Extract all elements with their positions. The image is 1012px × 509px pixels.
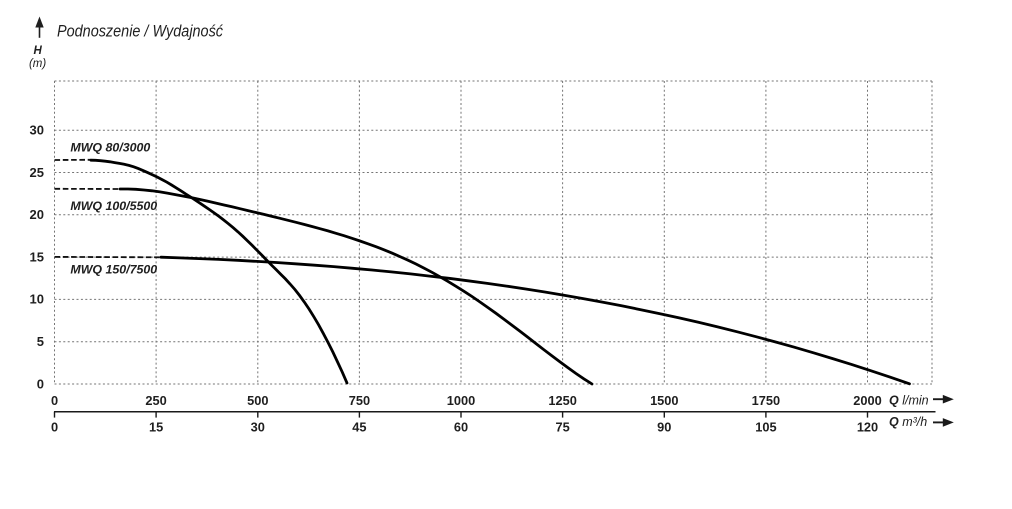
svg-text:120: 120 bbox=[857, 420, 878, 435]
svg-text:0: 0 bbox=[37, 376, 44, 391]
svg-text:1250: 1250 bbox=[548, 393, 576, 408]
svg-text:20: 20 bbox=[30, 207, 44, 222]
svg-text:0: 0 bbox=[51, 420, 58, 435]
svg-text:1500: 1500 bbox=[650, 393, 678, 408]
svg-text:60: 60 bbox=[454, 420, 468, 435]
svg-text:30: 30 bbox=[30, 123, 44, 138]
svg-text:5: 5 bbox=[37, 334, 44, 349]
svg-text:Q m³/h: Q m³/h bbox=[889, 415, 927, 429]
svg-text:H: H bbox=[33, 45, 42, 57]
svg-text:2000: 2000 bbox=[853, 393, 881, 408]
svg-text:105: 105 bbox=[755, 420, 776, 435]
svg-text:MWQ 100/5500: MWQ 100/5500 bbox=[70, 199, 157, 213]
svg-text:30: 30 bbox=[251, 420, 265, 435]
svg-text:15: 15 bbox=[30, 249, 44, 264]
svg-text:1000: 1000 bbox=[447, 393, 475, 408]
svg-text:(m): (m) bbox=[29, 58, 46, 70]
svg-text:90: 90 bbox=[657, 420, 671, 435]
svg-text:25: 25 bbox=[30, 165, 44, 180]
svg-text:15: 15 bbox=[149, 420, 163, 435]
svg-text:10: 10 bbox=[30, 292, 44, 307]
svg-text:Podnoszenie / Wydajność: Podnoszenie / Wydajność bbox=[57, 22, 223, 41]
svg-text:75: 75 bbox=[555, 420, 569, 435]
svg-text:0: 0 bbox=[51, 393, 58, 408]
svg-text:750: 750 bbox=[349, 393, 370, 408]
svg-text:Q l/min: Q l/min bbox=[889, 394, 929, 408]
svg-text:250: 250 bbox=[145, 393, 166, 408]
svg-text:45: 45 bbox=[352, 420, 366, 435]
svg-text:MWQ 80/3000: MWQ 80/3000 bbox=[70, 141, 150, 155]
svg-text:1750: 1750 bbox=[752, 393, 780, 408]
svg-text:500: 500 bbox=[247, 393, 268, 408]
svg-text:MWQ 150/7500: MWQ 150/7500 bbox=[70, 263, 157, 277]
